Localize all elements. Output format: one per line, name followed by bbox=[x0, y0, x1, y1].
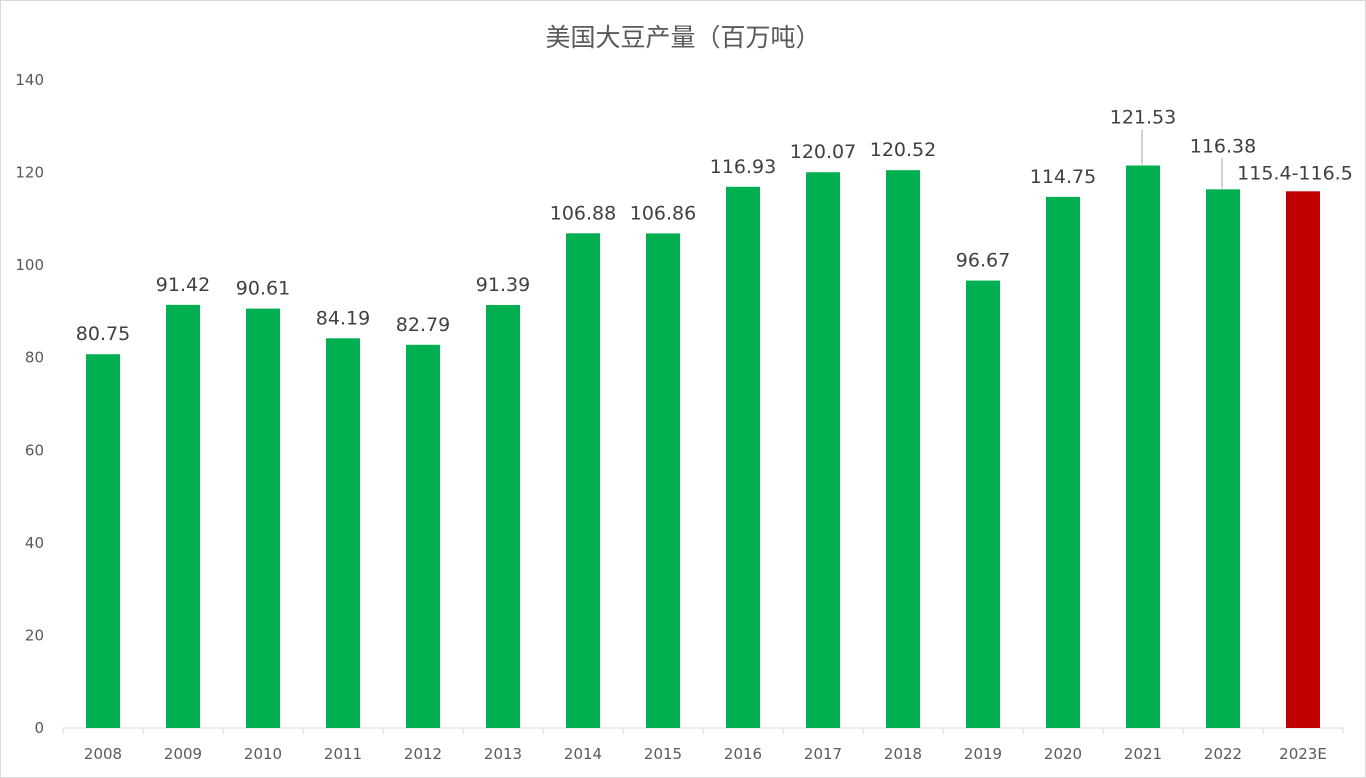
x-tick-label: 2020 bbox=[1044, 745, 1082, 763]
x-tick-label: 2016 bbox=[724, 745, 762, 763]
x-tick-label: 2021 bbox=[1124, 745, 1162, 763]
bar bbox=[966, 280, 1000, 728]
x-tick-label: 2013 bbox=[484, 745, 522, 763]
bar bbox=[1046, 196, 1080, 728]
bar bbox=[486, 304, 520, 728]
data-label: 91.42 bbox=[156, 274, 210, 296]
data-label: 90.61 bbox=[236, 278, 290, 300]
bar bbox=[646, 233, 680, 728]
data-label: 82.79 bbox=[396, 314, 450, 336]
y-tick-label: 0 bbox=[34, 719, 44, 737]
y-tick-label: 20 bbox=[25, 626, 44, 644]
y-axis: 0 20 40 60 80 100 120 140 bbox=[15, 71, 44, 737]
data-label: 84.19 bbox=[316, 307, 370, 329]
y-tick-label: 60 bbox=[25, 441, 44, 459]
x-tick-label: 2011 bbox=[324, 745, 362, 763]
bars bbox=[86, 165, 1320, 729]
data-label: 80.75 bbox=[76, 323, 130, 345]
bar bbox=[166, 304, 200, 728]
data-label: 121.53 bbox=[1110, 106, 1176, 128]
data-label: 114.75 bbox=[1030, 166, 1096, 188]
bar bbox=[86, 354, 120, 728]
y-tick-label: 120 bbox=[15, 164, 44, 182]
data-labels: 80.75 91.42 90.61 84.19 82.79 91.39 106.88 106.… bbox=[76, 106, 1353, 345]
data-label: 91.39 bbox=[476, 274, 530, 296]
bar bbox=[806, 172, 840, 728]
x-tick-label: 2009 bbox=[164, 745, 202, 763]
x-tick-label: 2019 bbox=[964, 745, 1002, 763]
data-label: 116.38 bbox=[1190, 135, 1256, 157]
data-label: 120.07 bbox=[790, 141, 856, 163]
bar bbox=[1206, 189, 1240, 729]
y-tick-label: 40 bbox=[25, 534, 44, 552]
data-label: 106.88 bbox=[550, 202, 616, 224]
data-label: 96.67 bbox=[956, 250, 1010, 272]
data-label: 120.52 bbox=[870, 139, 936, 161]
chart-title: 美国大豆产量（百万吨） bbox=[545, 23, 821, 52]
x-tick-label: 2022 bbox=[1204, 745, 1242, 763]
data-label: 106.86 bbox=[630, 202, 696, 224]
y-tick-label: 140 bbox=[15, 71, 44, 89]
y-tick-label: 100 bbox=[15, 256, 44, 274]
bar bbox=[886, 170, 920, 729]
data-label: 115.4-116.5 bbox=[1237, 162, 1353, 184]
x-tick-label: 2008 bbox=[84, 745, 122, 763]
x-tick-label: 2014 bbox=[564, 745, 602, 763]
x-tick-label: 2015 bbox=[644, 745, 682, 763]
x-tick-label: 2012 bbox=[404, 745, 442, 763]
bar bbox=[1126, 165, 1160, 728]
data-label: 116.93 bbox=[710, 156, 776, 178]
x-tick-label: 2017 bbox=[804, 745, 842, 763]
x-tick-label: 2018 bbox=[884, 745, 922, 763]
bar bbox=[246, 308, 280, 728]
x-tick-label: 2010 bbox=[244, 745, 282, 763]
x-axis: 2008 2009 2010 2011 2012 2013 2014 2015 2016 2017… bbox=[62, 727, 1344, 763]
bar bbox=[726, 186, 760, 729]
bar bbox=[566, 233, 600, 728]
y-tick-label: 80 bbox=[25, 349, 44, 367]
bar bbox=[326, 338, 360, 728]
x-tick-label: 2023E bbox=[1279, 745, 1327, 763]
bar bbox=[1286, 191, 1320, 728]
bar bbox=[406, 344, 440, 728]
